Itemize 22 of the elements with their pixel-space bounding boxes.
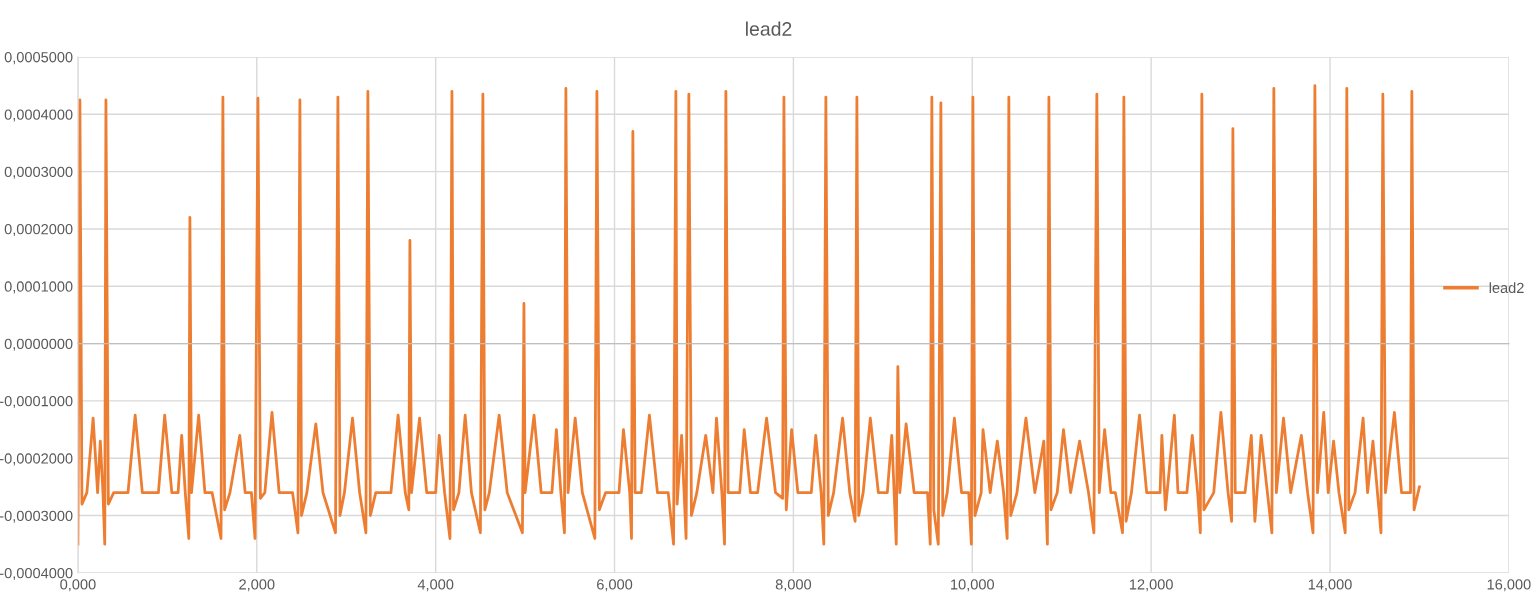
chart-title: lead2 (746, 21, 792, 36)
legend-label: lead2 (1489, 282, 1524, 294)
x-tick-label: 4,000 (417, 579, 454, 592)
x-tick-label: 8,000 (775, 579, 812, 592)
y-tick-label: -0,0003000 (0, 510, 73, 523)
x-tick-label: 2,000 (239, 579, 275, 592)
y-tick-label: -0,0001000 (0, 396, 73, 409)
x-tick-label: 14,000 (1308, 579, 1352, 592)
y-tick-label: -0,0002000 (0, 453, 73, 466)
y-tick-label: 0,0001000 (4, 281, 73, 294)
x-tick-label: 0,000 (60, 579, 96, 592)
line-series (77, 84, 1421, 546)
x-tick-label: 6,000 (597, 579, 633, 592)
x-tick-label: 10,000 (951, 579, 994, 592)
y-tick-label: 0,0005000 (4, 52, 73, 65)
y-tick-label: -0,0004000 (0, 567, 73, 581)
y-tick-label: 0,0002000 (4, 224, 73, 237)
y-tick-label: 0,0003000 (4, 166, 73, 179)
x-tick-label: 12,000 (1129, 579, 1173, 592)
y-tick-label: 0,0004000 (4, 109, 73, 122)
x-tick-label: 16,000 (1487, 579, 1531, 592)
y-tick-label: 0,0000000 (4, 338, 73, 351)
